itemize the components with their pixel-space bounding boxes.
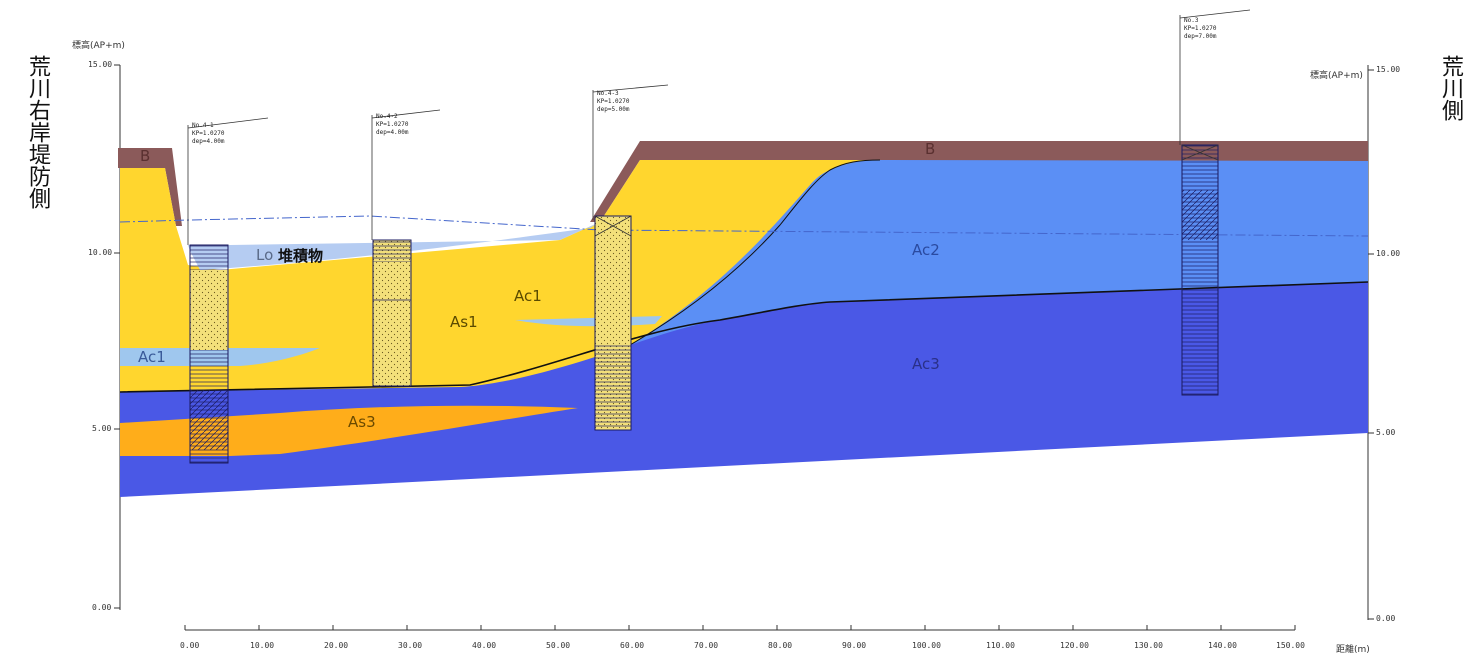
left-axis-ticks: 15.00 10.00 5.00 0.00 — [88, 60, 120, 612]
x-tick-label: 30.00 — [398, 641, 422, 650]
borehole-depth: dep=7.00m — [1184, 33, 1217, 40]
label-ac2: Ac2 — [912, 241, 940, 259]
right-tick-label: 0.00 — [1376, 614, 1395, 623]
left-tick-label: 15.00 — [88, 60, 112, 69]
borehole-id: No.3 — [1184, 17, 1199, 24]
right-axis-label: 標高(AP+m) — [1310, 69, 1363, 81]
label-ac1-mid: Ac1 — [514, 287, 542, 305]
x-tick-label: 150.00 — [1276, 641, 1305, 650]
bottom-axis-ticks: 0.00 10.00 20.00 30.00 40.00 50.00 60.00… — [180, 625, 1305, 650]
right-side-title: 荒川側 — [1438, 55, 1463, 121]
label-b: B — [925, 140, 935, 158]
right-axis-ticks: 15.00 10.00 5.00 0.00 — [1368, 65, 1400, 623]
left-tick-label: 5.00 — [92, 424, 111, 433]
boundary-line — [629, 159, 881, 346]
borehole-kp: KP=1.0270 — [1184, 25, 1217, 32]
borehole-3: No.4-3 KP=1.0270 dep=5.00m — [592, 84, 669, 431]
x-tick-label: 10.00 — [250, 641, 274, 650]
x-tick-label: 0.00 — [180, 641, 199, 650]
borehole-2: No.4-2 KP=1.0270 dep=4.00m — [371, 109, 441, 387]
bottom-axis-label: 距離(m) — [1336, 643, 1370, 655]
borehole-id: No.4-3 — [597, 90, 619, 97]
left-side-title: 荒川右岸堤防側 — [25, 55, 50, 209]
left-axis-label: 標高(AP+m) — [72, 39, 125, 51]
x-tick-label: 70.00 — [694, 641, 718, 650]
borehole-depth: dep=5.00m — [597, 106, 630, 113]
borehole-kp: KP=1.0270 — [192, 130, 225, 137]
borehole-kp: KP=1.0270 — [597, 98, 630, 105]
x-tick-label: 50.00 — [546, 641, 570, 650]
layer-b-left — [118, 148, 182, 226]
label-as1: As1 — [450, 313, 478, 331]
layer-ac3 — [120, 282, 1368, 497]
x-tick-label: 60.00 — [620, 641, 644, 650]
right-tick-label: 15.00 — [1376, 65, 1400, 74]
x-tick-label: 100.00 — [912, 641, 941, 650]
borehole-4: No.3 KP=1.0270 dep=7.00m — [1179, 9, 1251, 396]
label-ac3: Ac3 — [912, 355, 940, 373]
right-tick-label: 5.00 — [1376, 428, 1395, 437]
label-b-left: B — [140, 147, 150, 165]
x-tick-label: 130.00 — [1134, 641, 1163, 650]
borehole-id: No.4-2 — [376, 113, 398, 120]
x-tick-label: 20.00 — [324, 641, 348, 650]
layer-as3 — [120, 405, 578, 456]
borehole-kp: KP=1.0270 — [376, 121, 409, 128]
x-tick-label: 110.00 — [986, 641, 1015, 650]
x-tick-label: 40.00 — [472, 641, 496, 650]
label-ac1-left: Ac1 — [138, 348, 166, 366]
boundary-line — [119, 281, 1369, 393]
label-as3: As3 — [348, 413, 376, 431]
x-tick-label: 140.00 — [1208, 641, 1237, 650]
label-lo: Lo — [256, 246, 273, 264]
layer-as1 — [120, 160, 870, 392]
layer-b — [590, 141, 1368, 222]
label-deposit: 堆積物 — [278, 247, 323, 265]
borehole-id: No.4-1 — [192, 122, 214, 129]
x-tick-label: 80.00 — [768, 641, 792, 650]
borehole-depth: dep=4.00m — [376, 129, 409, 136]
left-tick-label: 0.00 — [92, 603, 111, 612]
x-tick-label: 90.00 — [842, 641, 866, 650]
right-tick-label: 10.00 — [1376, 249, 1400, 258]
left-tick-label: 10.00 — [88, 248, 112, 257]
borehole-depth: dep=4.00m — [192, 138, 225, 145]
borehole-1: No.4-1 KP=1.0270 dep=4.00m — [187, 117, 269, 464]
x-tick-label: 120.00 — [1060, 641, 1089, 650]
